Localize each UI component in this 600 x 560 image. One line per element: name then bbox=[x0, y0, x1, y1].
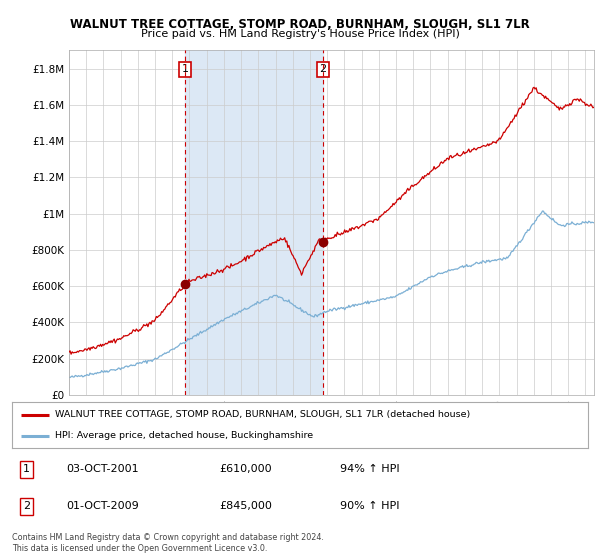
Text: 01-OCT-2009: 01-OCT-2009 bbox=[67, 501, 139, 511]
Text: WALNUT TREE COTTAGE, STOMP ROAD, BURNHAM, SLOUGH, SL1 7LR (detached house): WALNUT TREE COTTAGE, STOMP ROAD, BURNHAM… bbox=[55, 410, 470, 419]
Text: WALNUT TREE COTTAGE, STOMP ROAD, BURNHAM, SLOUGH, SL1 7LR: WALNUT TREE COTTAGE, STOMP ROAD, BURNHAM… bbox=[70, 18, 530, 31]
Text: 94% ↑ HPI: 94% ↑ HPI bbox=[340, 464, 400, 474]
Text: 1: 1 bbox=[182, 64, 188, 74]
Text: Contains HM Land Registry data © Crown copyright and database right 2024.
This d: Contains HM Land Registry data © Crown c… bbox=[12, 533, 324, 553]
Text: £610,000: £610,000 bbox=[220, 464, 272, 474]
Text: 2: 2 bbox=[319, 64, 326, 74]
Text: £845,000: £845,000 bbox=[220, 501, 272, 511]
Text: 1: 1 bbox=[23, 464, 30, 474]
Text: HPI: Average price, detached house, Buckinghamshire: HPI: Average price, detached house, Buck… bbox=[55, 431, 313, 440]
Text: 90% ↑ HPI: 90% ↑ HPI bbox=[340, 501, 400, 511]
Text: 03-OCT-2001: 03-OCT-2001 bbox=[67, 464, 139, 474]
Bar bbox=[185, 50, 323, 395]
Text: Price paid vs. HM Land Registry's House Price Index (HPI): Price paid vs. HM Land Registry's House … bbox=[140, 29, 460, 39]
Text: 2: 2 bbox=[23, 501, 30, 511]
